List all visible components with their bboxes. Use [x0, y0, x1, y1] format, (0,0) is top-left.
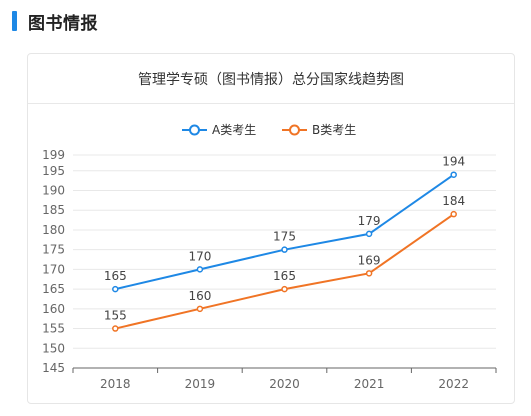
data-label: 175 [273, 230, 296, 244]
line-chart: 145 150 155 160 165 170 175 180 185 190 195 199 2018… [42, 123, 497, 391]
section-title: 图书情报 [28, 13, 98, 34]
data-label: 165 [273, 269, 296, 283]
data-point[interactable] [281, 285, 288, 293]
data-point[interactable] [450, 210, 457, 218]
y-tick-label: 190 [42, 184, 65, 198]
y-tick-label: 155 [42, 322, 65, 336]
y-tick-label: 150 [42, 341, 65, 355]
y-tick-label: 160 [42, 302, 65, 316]
legend-label[interactable]: A类考生 [212, 123, 256, 137]
data-label: 179 [358, 214, 381, 228]
y-tick-label: 195 [42, 164, 65, 178]
y-tick-label: 199 [42, 148, 65, 162]
y-tick-label: 165 [42, 282, 65, 296]
data-label: 160 [188, 289, 211, 303]
chart-title: 管理学专硕（图书情报）总分国家线趋势图 [28, 54, 514, 104]
legend-swatch-marker[interactable] [189, 124, 200, 136]
y-tick-label: 170 [42, 262, 65, 276]
x-tick-label: 2018 [100, 377, 131, 391]
y-tick-label: 185 [42, 203, 65, 217]
section-accent-bar [12, 11, 17, 31]
y-tick-label: 175 [42, 243, 65, 257]
chart-card: 管理学专硕（图书情报）总分国家线趋势图 145 150 155 160 165 170 17… [27, 53, 515, 404]
data-label: 170 [188, 249, 211, 263]
data-point[interactable] [196, 266, 204, 273]
x-tick-label: 2019 [185, 377, 216, 391]
data-label: 184 [442, 194, 465, 208]
data-label: 165 [104, 269, 127, 283]
data-label: 169 [358, 253, 381, 267]
y-tick-label: 180 [42, 223, 65, 237]
x-tick-label: 2022 [438, 377, 469, 391]
y-tick-label: 145 [42, 361, 65, 375]
data-label: 194 [442, 155, 465, 169]
data-point[interactable] [365, 270, 373, 277]
data-point[interactable] [112, 285, 119, 293]
x-tick-label: 2020 [269, 377, 300, 391]
legend-label[interactable]: B类考生 [312, 123, 356, 137]
data-label: 155 [104, 309, 127, 323]
data-point[interactable] [281, 246, 288, 253]
data-point[interactable] [450, 171, 457, 178]
data-point[interactable] [112, 325, 119, 332]
data-point[interactable] [365, 230, 373, 238]
section-header: 图书情报 [12, 9, 98, 34]
data-point[interactable] [196, 305, 204, 313]
x-tick-label: 2021 [354, 377, 385, 391]
legend-swatch-marker[interactable] [289, 124, 300, 136]
